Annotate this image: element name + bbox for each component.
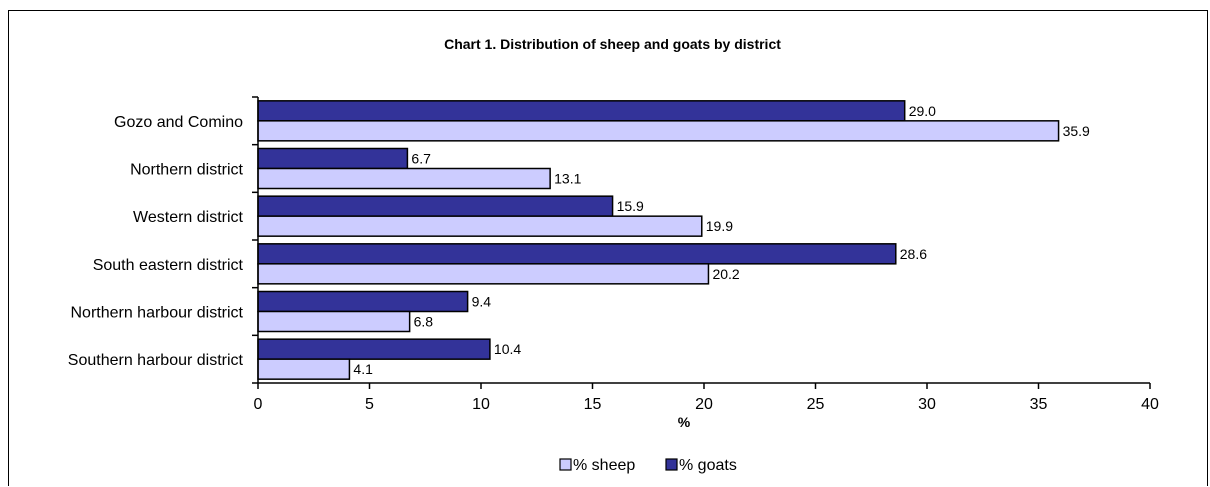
legend-swatch: [665, 458, 678, 471]
bar: [257, 215, 703, 237]
data-label: 10.4: [494, 341, 521, 357]
x-tick-label: 20: [695, 396, 713, 413]
x-axis-label: %: [678, 414, 691, 430]
data-label: 20.2: [712, 266, 739, 282]
bar: [257, 195, 614, 217]
bar: [257, 263, 710, 285]
bar: [257, 310, 411, 333]
data-label: 4.1: [353, 361, 373, 377]
data-label: 29.0: [909, 103, 936, 119]
x-tick-label: 5: [365, 396, 374, 413]
x-tick-label: 25: [807, 396, 825, 413]
data-label: 28.6: [900, 246, 927, 262]
x-tick-label: 40: [1141, 396, 1159, 413]
bar: [257, 358, 351, 380]
x-tick-label: 35: [1030, 396, 1048, 413]
chart-frame: [8, 10, 1208, 486]
data-label: 15.9: [617, 198, 644, 214]
bar: [257, 290, 469, 313]
x-tick-label: 15: [584, 396, 602, 413]
x-tick-label: 0: [254, 396, 263, 413]
bar: [257, 167, 551, 190]
category-label: Northern district: [130, 162, 243, 179]
chart-title: Chart 1. Distribution of sheep and goats…: [444, 36, 781, 52]
bar: [257, 100, 906, 122]
bar: [257, 243, 897, 265]
data-label: 9.4: [472, 294, 492, 310]
legend-label: % sheep: [573, 457, 635, 474]
legend-label: % goats: [679, 457, 737, 474]
data-label: 35.9: [1063, 123, 1090, 139]
data-label: 6.8: [414, 314, 434, 330]
bar: [257, 338, 491, 360]
category-label: Gozo and Comino: [114, 114, 243, 131]
bar: [257, 147, 409, 170]
data-label: 19.9: [706, 218, 733, 234]
x-tick-label: 30: [918, 396, 936, 413]
data-label: 6.7: [411, 151, 431, 167]
category-label: Western district: [133, 209, 244, 226]
category-label: Northern harbour district: [70, 305, 243, 322]
x-tick-label: 10: [472, 396, 490, 413]
legend-swatch: [559, 458, 572, 471]
category-label: South eastern district: [93, 257, 244, 274]
bar: [257, 120, 1060, 142]
data-label: 13.1: [554, 171, 581, 187]
category-label: Southern harbour district: [68, 352, 244, 369]
